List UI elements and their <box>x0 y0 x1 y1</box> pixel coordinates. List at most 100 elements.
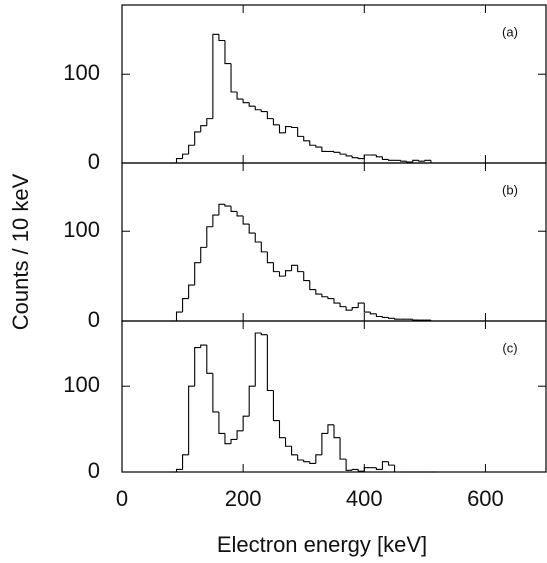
histogram-bin <box>224 204 232 207</box>
histogram-bin <box>260 242 268 253</box>
y-tick-label: 0 <box>88 458 100 483</box>
histogram-bin <box>321 147 328 153</box>
histogram-bin <box>254 332 262 387</box>
y-axis-label: Counts / 10 keV <box>8 173 33 330</box>
histogram-bin <box>315 289 322 295</box>
histogram-bin <box>363 467 371 472</box>
histogram-bin <box>182 454 189 470</box>
histogram-bin <box>206 226 213 248</box>
histogram-bin <box>182 298 189 313</box>
histogram-bin <box>303 271 310 282</box>
histogram-bin <box>333 298 341 304</box>
y-tick-label: 0 <box>88 307 100 332</box>
plot-frame <box>121 320 547 473</box>
histogram-bin <box>297 265 304 273</box>
histogram-bin <box>194 131 201 146</box>
histogram-bin <box>206 118 213 126</box>
histogram-bin <box>188 385 195 455</box>
histogram-bin <box>351 155 359 159</box>
histogram-bin <box>212 33 219 119</box>
histogram-bin <box>194 262 201 286</box>
histogram-bin <box>194 347 201 387</box>
x-tick-label: 200 <box>225 486 262 511</box>
histogram-bin <box>291 126 298 129</box>
histogram-bin <box>212 214 219 227</box>
histogram-bin <box>309 280 316 291</box>
x-tick-label: 400 <box>346 486 383 511</box>
histogram-bin <box>200 246 207 263</box>
histogram-bin <box>333 424 341 439</box>
histogram-bin <box>248 385 256 417</box>
histogram-bin <box>381 156 389 160</box>
panel-label: (b) <box>502 182 518 197</box>
histogram-bin <box>266 251 274 264</box>
plot-frame <box>121 4 547 164</box>
panel-label: (c) <box>502 340 517 355</box>
histogram-bin <box>260 109 268 113</box>
histogram-bin <box>266 111 274 120</box>
histogram-bin <box>315 145 322 148</box>
histogram-bin <box>327 424 334 434</box>
histogram-bin <box>272 390 280 422</box>
histogram-bin <box>266 334 274 392</box>
histogram-bin <box>175 468 183 472</box>
histogram-bin <box>224 433 232 445</box>
histogram-bin <box>357 157 365 160</box>
plot-frame <box>121 162 547 322</box>
histogram-bin <box>188 284 195 299</box>
histogram-bin <box>321 432 328 455</box>
histogram-bin <box>351 468 359 471</box>
histogram-bin <box>394 318 401 320</box>
histogram-bin <box>400 160 407 162</box>
histogram-bin <box>254 233 262 243</box>
histogram-bin <box>387 461 395 466</box>
histogram-bin <box>272 118 280 126</box>
histogram-bin <box>188 144 195 155</box>
histogram-bin <box>218 411 225 434</box>
histogram-bin <box>291 264 298 271</box>
histogram-bin <box>230 63 238 93</box>
histogram-bin <box>381 316 389 318</box>
histogram-bin <box>230 438 238 444</box>
histogram-bin <box>248 102 256 107</box>
histogram-bin <box>284 437 292 447</box>
x-tick-label: 600 <box>467 486 504 511</box>
histogram-bin <box>303 136 310 142</box>
histogram-bin <box>248 224 256 234</box>
histogram-bin <box>284 126 292 133</box>
histogram-bin <box>369 312 377 315</box>
histogram-bin <box>297 454 304 461</box>
histogram-bin <box>339 152 347 155</box>
histogram-bin <box>375 313 383 318</box>
histogram-bin <box>278 124 286 134</box>
histogram-bin <box>363 154 371 159</box>
histogram-bin <box>406 161 413 163</box>
histogram-bin <box>357 302 365 308</box>
panel-label: (a) <box>502 24 518 39</box>
histogram-bin <box>315 454 322 464</box>
histogram-bin <box>321 294 328 298</box>
histogram-bin <box>278 271 286 277</box>
histogram-bin <box>412 319 419 321</box>
histogram-bin <box>272 262 280 273</box>
histogram-bin <box>309 140 316 146</box>
histogram-bin <box>375 467 383 470</box>
histogram-bin <box>345 306 353 311</box>
histogram-bin <box>224 40 232 65</box>
histogram-bin <box>175 311 183 321</box>
histogram-bin <box>200 125 207 132</box>
histogram-bin <box>357 469 365 472</box>
histogram-bin <box>363 303 371 313</box>
histogram-bin <box>345 154 353 157</box>
histogram-bin <box>351 306 359 311</box>
histogram-bin <box>206 345 213 374</box>
histogram-bin <box>242 215 250 225</box>
histogram-bin <box>236 211 244 217</box>
histogram-bin <box>212 373 219 413</box>
histogram-bin <box>424 159 431 162</box>
histogram-bin <box>254 106 262 111</box>
histogram-bin <box>200 344 207 348</box>
x-axis-label: Electron energy [keV] <box>217 532 427 557</box>
x-tick-label: 0 <box>116 486 128 511</box>
